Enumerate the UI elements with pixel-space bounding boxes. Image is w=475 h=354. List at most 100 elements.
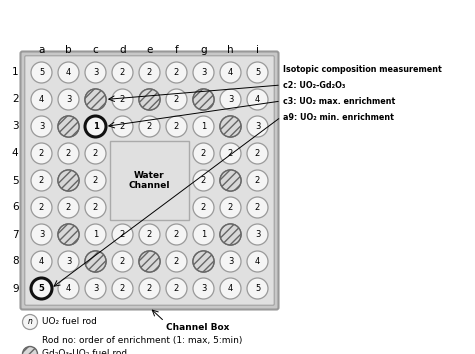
Circle shape <box>220 251 241 272</box>
Text: 3: 3 <box>201 284 206 293</box>
Text: 2: 2 <box>93 203 98 212</box>
Circle shape <box>247 62 268 83</box>
Circle shape <box>85 251 106 272</box>
Text: 5: 5 <box>38 284 45 293</box>
Text: Water
Channel: Water Channel <box>129 171 170 190</box>
Text: 2: 2 <box>39 149 44 158</box>
Circle shape <box>166 251 187 272</box>
Text: 2: 2 <box>66 149 71 158</box>
Circle shape <box>58 62 79 83</box>
Text: 2: 2 <box>255 176 260 185</box>
Text: c2: UO₂-Gd₂O₃: c2: UO₂-Gd₂O₃ <box>283 80 345 90</box>
Text: 4: 4 <box>66 68 71 77</box>
Circle shape <box>220 143 241 164</box>
Text: 2: 2 <box>174 68 179 77</box>
Circle shape <box>247 251 268 272</box>
Text: 5: 5 <box>12 176 19 185</box>
Circle shape <box>193 251 214 272</box>
Circle shape <box>220 170 241 191</box>
Circle shape <box>58 170 79 191</box>
FancyBboxPatch shape <box>20 51 278 309</box>
Circle shape <box>193 278 214 299</box>
Circle shape <box>139 62 160 83</box>
Circle shape <box>85 89 106 110</box>
Circle shape <box>85 197 106 218</box>
Text: 3: 3 <box>66 95 71 104</box>
Circle shape <box>220 116 241 137</box>
Circle shape <box>247 278 268 299</box>
Text: 2: 2 <box>174 284 179 293</box>
Text: 2: 2 <box>174 122 179 131</box>
Circle shape <box>31 143 52 164</box>
Circle shape <box>247 116 268 137</box>
Circle shape <box>166 278 187 299</box>
Text: 3: 3 <box>12 121 19 131</box>
Circle shape <box>247 170 268 191</box>
Text: Channel Box: Channel Box <box>167 324 230 332</box>
Circle shape <box>112 62 133 83</box>
Text: 4: 4 <box>255 95 260 104</box>
Bar <box>110 141 189 220</box>
Text: 2: 2 <box>39 203 44 212</box>
Text: 2: 2 <box>120 257 125 266</box>
Circle shape <box>220 62 241 83</box>
Text: n: n <box>28 318 32 326</box>
Circle shape <box>85 143 106 164</box>
Circle shape <box>220 116 241 137</box>
Circle shape <box>58 197 79 218</box>
Circle shape <box>85 224 106 245</box>
Circle shape <box>85 251 106 272</box>
Text: 5: 5 <box>255 68 260 77</box>
Text: b: b <box>65 45 72 55</box>
Text: 3: 3 <box>201 68 206 77</box>
Circle shape <box>193 224 214 245</box>
Circle shape <box>58 170 79 191</box>
Circle shape <box>58 143 79 164</box>
Circle shape <box>193 197 214 218</box>
Circle shape <box>31 62 52 83</box>
Text: 3: 3 <box>93 284 98 293</box>
Text: Isotopic composition measurement: Isotopic composition measurement <box>283 64 442 74</box>
Circle shape <box>58 89 79 110</box>
Text: a9: UO₂ min. enrichment: a9: UO₂ min. enrichment <box>283 113 394 121</box>
Text: 2: 2 <box>174 230 179 239</box>
Circle shape <box>247 224 268 245</box>
Circle shape <box>193 251 214 272</box>
Text: 2: 2 <box>93 149 98 158</box>
Circle shape <box>58 278 79 299</box>
Text: 3: 3 <box>39 230 44 239</box>
Text: 4: 4 <box>39 95 44 104</box>
Text: 3: 3 <box>255 230 260 239</box>
Circle shape <box>247 143 268 164</box>
Circle shape <box>85 62 106 83</box>
Text: 2: 2 <box>147 122 152 131</box>
Text: 4: 4 <box>66 284 71 293</box>
Text: f: f <box>175 45 179 55</box>
Circle shape <box>112 251 133 272</box>
Circle shape <box>31 251 52 272</box>
Text: UO₂ fuel rod: UO₂ fuel rod <box>41 318 96 326</box>
Circle shape <box>139 251 160 272</box>
Circle shape <box>220 224 241 245</box>
Text: 2: 2 <box>228 149 233 158</box>
Circle shape <box>58 224 79 245</box>
Circle shape <box>58 251 79 272</box>
Text: 2: 2 <box>147 230 152 239</box>
Text: 2: 2 <box>201 203 206 212</box>
Text: 2: 2 <box>201 176 206 185</box>
Circle shape <box>58 116 79 137</box>
Circle shape <box>31 89 52 110</box>
Circle shape <box>31 116 52 137</box>
Text: 3: 3 <box>255 122 260 131</box>
Circle shape <box>31 170 52 191</box>
Text: 3: 3 <box>228 257 233 266</box>
Text: 1: 1 <box>12 68 19 78</box>
Text: 1: 1 <box>93 122 98 131</box>
Text: 4: 4 <box>228 68 233 77</box>
Text: 2: 2 <box>201 149 206 158</box>
Text: h: h <box>227 45 234 55</box>
Text: 2: 2 <box>174 257 179 266</box>
Circle shape <box>85 170 106 191</box>
Circle shape <box>112 89 133 110</box>
Circle shape <box>31 278 52 299</box>
